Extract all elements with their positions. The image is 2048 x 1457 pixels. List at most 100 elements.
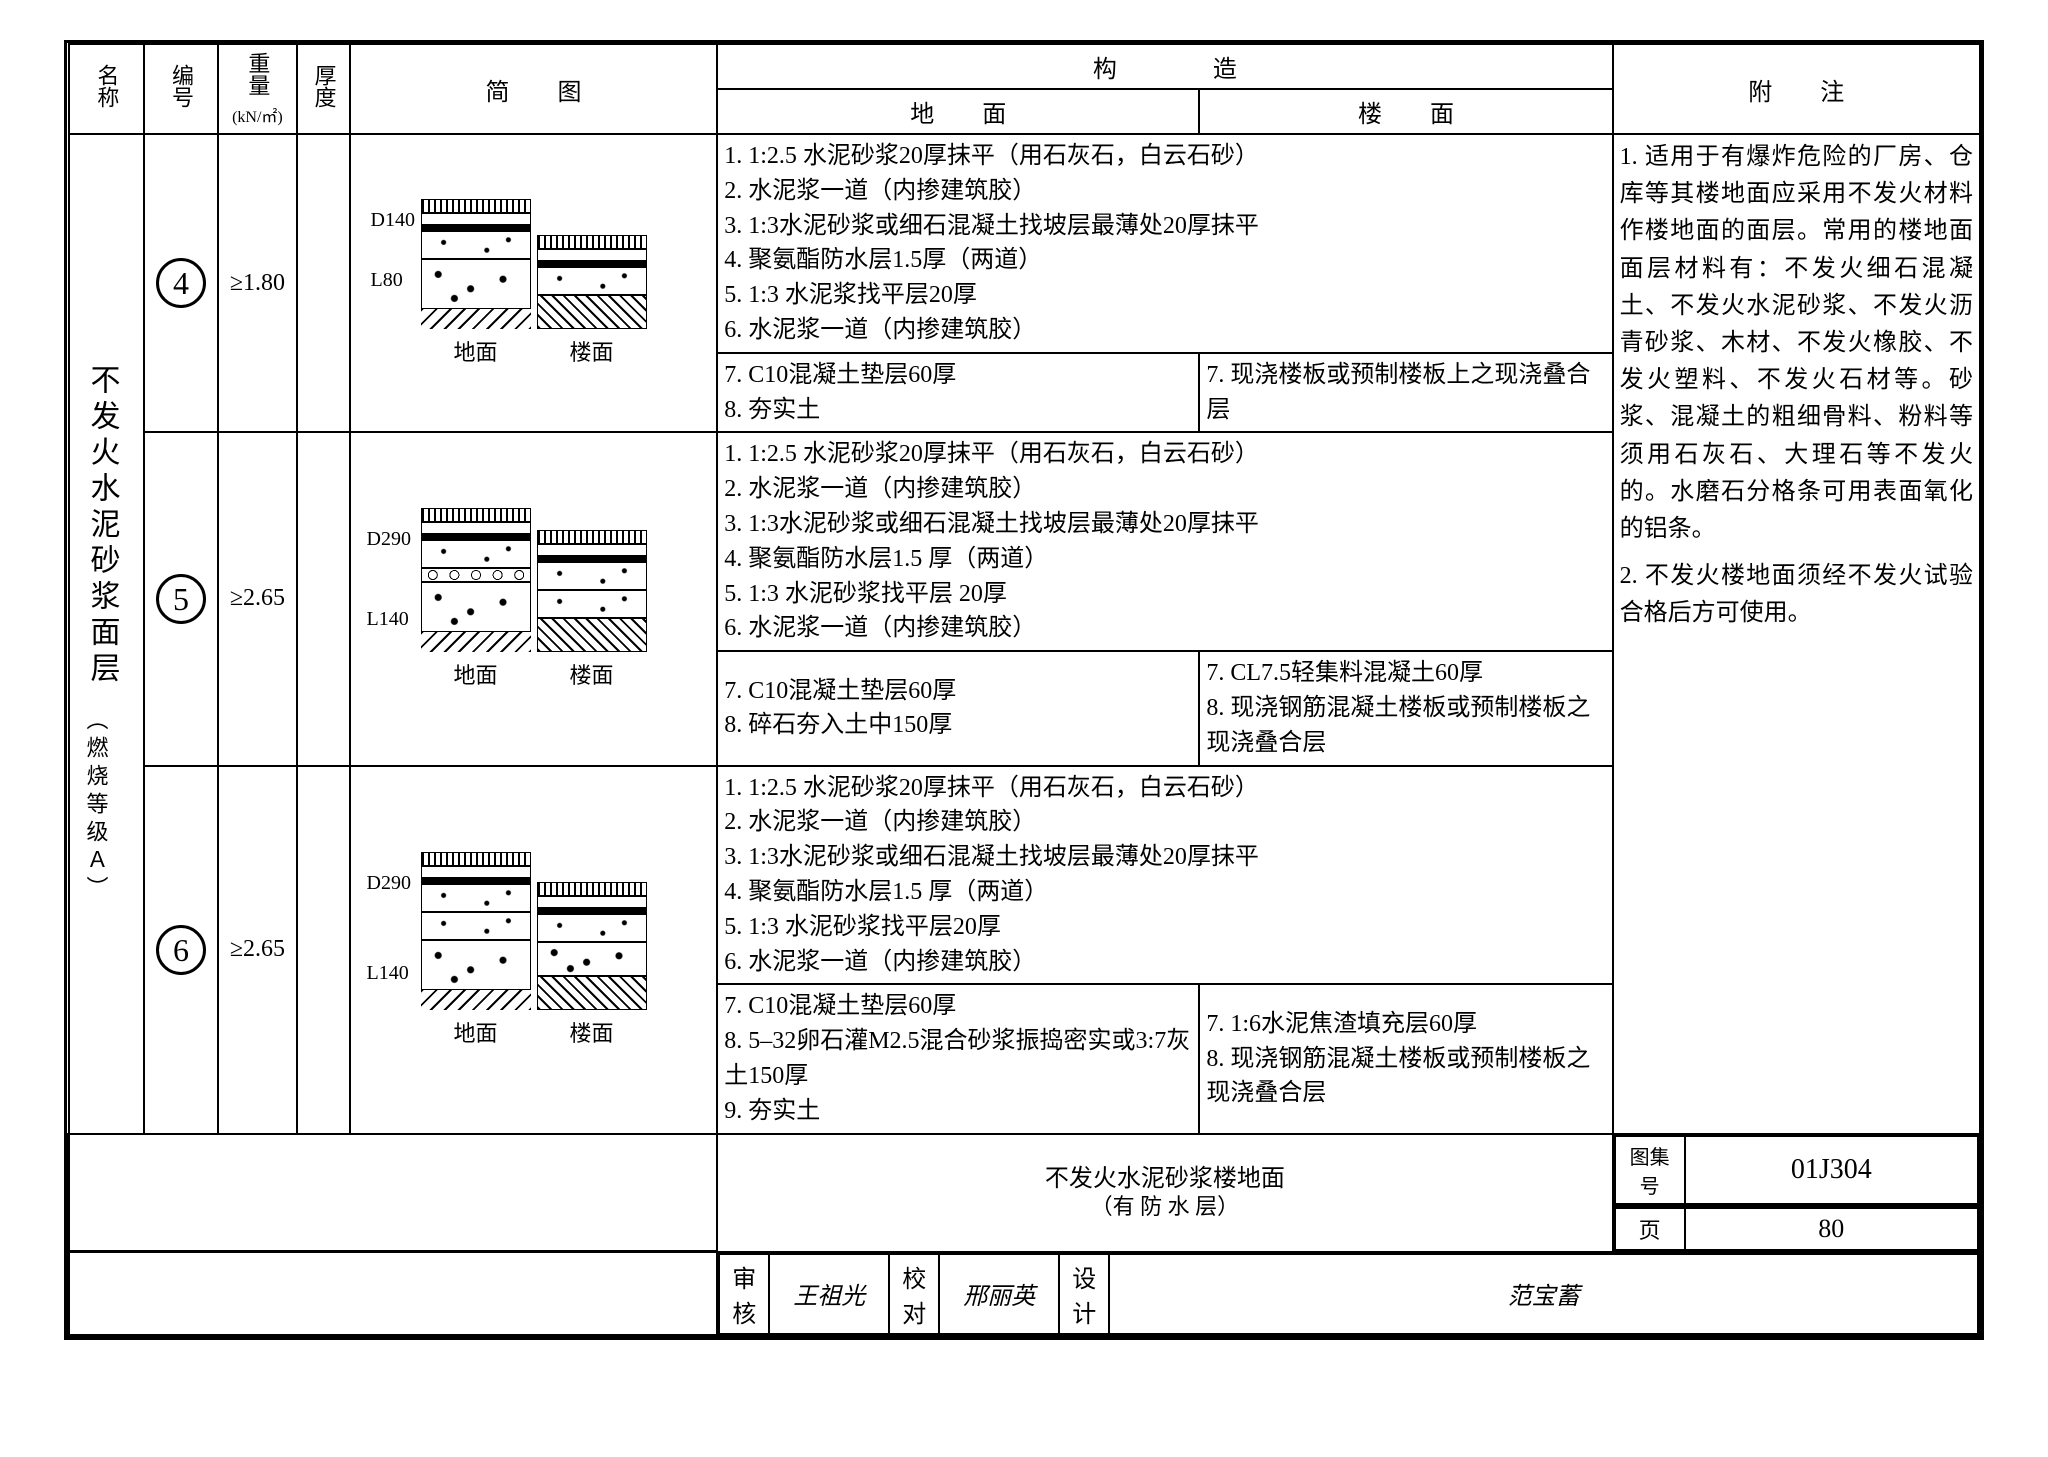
hdr-code: 编号: [165, 64, 197, 108]
tb-title: 不发火水泥砂浆楼地面: [724, 1165, 1605, 1194]
header-row-1: 名称 编号 重量 (kN/㎡) 厚度 简 图 构 造 附 注: [69, 44, 1981, 89]
row-4-common: 不发火水泥砂浆面层 （燃烧等级Ａ） 4 ≥1.80 D140 L80 地面: [69, 134, 1981, 353]
hdr-thick: 厚度: [307, 64, 339, 108]
drawing-sheet: 名称 编号 重量 (kN/㎡) 厚度 简 图 构 造 附 注 地 面 楼 面 不…: [64, 40, 1984, 1340]
row4-dimL: L80: [371, 269, 403, 292]
category-title: 不发火水泥砂浆面层: [76, 354, 128, 698]
list-item: 8. 夯实土: [724, 393, 1192, 428]
tb-verify-val: 邢丽英: [939, 1254, 1059, 1334]
list-item: 4. 聚氨酯防水层1.5 厚（两道）: [724, 875, 1605, 910]
row5-num: 5: [156, 574, 206, 624]
row6-ground: 7. C10混凝土垫层60厚 8. 5–32卵石灌M2.5混合砂浆振捣密实或3:…: [717, 984, 1199, 1133]
list-item: 6. 水泥浆一道（内掺建筑胶）: [724, 313, 1605, 348]
tb-page-no: 80: [1685, 1208, 1978, 1250]
list-item: 1. 1:2.5 水泥砂浆20厚抹平（用石灰石，白云石砂）: [724, 139, 1605, 174]
row6-diagram: D290 L140 地面 楼面: [350, 766, 717, 1134]
list-item: 2. 水泥浆一道（内掺建筑胶）: [724, 174, 1605, 209]
row5-ground: 7. C10混凝土垫层60厚 8. 碎石夯入土中150厚: [717, 651, 1199, 765]
tb-check-label: 审核: [719, 1254, 769, 1334]
row6-num: 6: [156, 925, 206, 975]
section-ground: 地面: [421, 508, 531, 690]
list-item: 1. 1:2.5 水泥砂浆20厚抹平（用石灰石，白云石砂）: [724, 437, 1605, 472]
tb-check-val: 王祖光: [769, 1254, 889, 1334]
category-sub: （燃烧等级Ａ）: [76, 698, 116, 914]
row5-dimL: L140: [367, 608, 409, 631]
list-item: 7. 现浇楼板或预制楼板上之现浇叠合层: [1206, 358, 1605, 428]
row4-dimD: D140: [371, 209, 415, 232]
hdr-weight-unit: (kN/㎡): [225, 103, 290, 127]
hdr-floor: 楼 面: [1199, 89, 1612, 134]
list-item: 1. 1:2.5 水泥砂浆20厚抹平（用石灰石，白云石砂）: [724, 771, 1605, 806]
section-ground: 地面: [421, 199, 531, 367]
tb-set-no: 01J304: [1685, 1136, 1978, 1204]
row6-weight: ≥2.65: [218, 766, 297, 1134]
list-item: 5. 1:3 水泥砂浆找平层20厚: [724, 910, 1605, 945]
main-table: 名称 编号 重量 (kN/㎡) 厚度 简 图 构 造 附 注 地 面 楼 面 不…: [67, 43, 1981, 1337]
hdr-notes: 附 注: [1613, 44, 1980, 134]
list-item: 7. C10混凝土垫层60厚: [724, 989, 1192, 1024]
row6-dimD: D290: [367, 872, 411, 895]
hdr-weight: 重量: [241, 52, 273, 96]
row6-lbl-g: 地面: [421, 1016, 531, 1048]
row4-weight: ≥1.80: [218, 134, 297, 432]
titleblock-title-cell: 不发火水泥砂浆楼地面 （有 防 水 层）: [717, 1134, 1612, 1252]
tb-design-val: 范宝蓄: [1109, 1254, 1978, 1334]
row4-ground: 7. C10混凝土垫层60厚 8. 夯实土: [717, 353, 1199, 433]
row5-lbl-f: 楼面: [537, 658, 647, 690]
tb-subtitle: （有 防 水 层）: [724, 1194, 1605, 1220]
list-item: 4. 聚氨酯防水层1.5厚（两道）: [724, 243, 1605, 278]
list-item: 7. C10混凝土垫层60厚: [724, 674, 1192, 709]
list-item: 2. 水泥浆一道（内掺建筑胶）: [724, 805, 1605, 840]
titleblock-sign: 审核 王祖光 校对 邢丽英 设计 范宝蓄: [69, 1252, 1981, 1336]
row5-floor: 7. CL7.5轻集料混凝土60厚 8. 现浇钢筋混凝土楼板或预制楼板之现浇叠合…: [1199, 651, 1612, 765]
row4-num: 4: [156, 258, 206, 308]
tb-set-label: 图集号: [1615, 1136, 1685, 1204]
row5-diagram: D290 L140 地面 楼面: [350, 432, 717, 765]
list-item: 2. 水泥浆一道（内掺建筑胶）: [724, 472, 1605, 507]
list-item: 6. 水泥浆一道（内掺建筑胶）: [724, 611, 1605, 646]
section-floor: 楼面: [537, 235, 647, 367]
list-item: 3. 1:3水泥砂浆或细石混凝土找坡层最薄处20厚抹平: [724, 840, 1605, 875]
notes-cell: 1. 适用于有爆炸危险的厂房、仓库等其楼地面应采用不发火材料作楼地面的面层。常用…: [1613, 134, 1980, 1134]
titleblock-row1: 不发火水泥砂浆楼地面 （有 防 水 层） 图集号 01J304: [69, 1134, 1981, 1206]
row6-dimL: L140: [367, 962, 409, 985]
list-item: 3. 1:3水泥砂浆或细石混凝土找坡层最薄处20厚抹平: [724, 209, 1605, 244]
row4-lbl-f: 楼面: [537, 335, 647, 367]
row5-dimD: D290: [367, 528, 411, 551]
hdr-diagram: 简 图: [350, 44, 717, 134]
list-item: 8. 现浇钢筋混凝土楼板或预制楼板之现浇叠合层: [1206, 1042, 1605, 1112]
note-item: 2. 不发火楼地面须经不发火试验合格后方可使用。: [1620, 558, 1973, 632]
section-ground: 地面: [421, 852, 531, 1048]
row4-lbl-g: 地面: [421, 335, 531, 367]
list-item: 7. 1:6水泥焦渣填充层60厚: [1206, 1007, 1605, 1042]
list-item: 8. 5–32卵石灌M2.5混合砂浆振捣密实或3:7灰土150厚: [724, 1024, 1192, 1094]
list-item: 7. C10混凝土垫层60厚: [724, 358, 1192, 393]
row5-lbl-g: 地面: [421, 658, 531, 690]
row5-weight: ≥2.65: [218, 432, 297, 765]
section-floor: 楼面: [537, 882, 647, 1048]
hdr-ground: 地 面: [717, 89, 1199, 134]
tb-page-label: 页: [1615, 1208, 1685, 1250]
section-floor: 楼面: [537, 530, 647, 690]
row5-common-list: 1. 1:2.5 水泥砂浆20厚抹平（用石灰石，白云石砂） 2. 水泥浆一道（内…: [717, 432, 1612, 651]
list-item: 6. 水泥浆一道（内掺建筑胶）: [724, 945, 1605, 980]
list-item: 5. 1:3 水泥浆找平层20厚: [724, 278, 1605, 313]
hdr-construct: 构 造: [717, 44, 1612, 89]
row4-common-list: 1. 1:2.5 水泥砂浆20厚抹平（用石灰石，白云石砂） 2. 水泥浆一道（内…: [717, 134, 1612, 353]
list-item: 7. CL7.5轻集料混凝土60厚: [1206, 656, 1605, 691]
note-item: 1. 适用于有爆炸危险的厂房、仓库等其楼地面应采用不发火材料作楼地面的面层。常用…: [1620, 139, 1973, 548]
list-item: 3. 1:3水泥砂浆或细石混凝土找坡层最薄处20厚抹平: [724, 507, 1605, 542]
list-item: 4. 聚氨酯防水层1.5 厚（两道）: [724, 542, 1605, 577]
hdr-name: 名称: [90, 64, 122, 108]
row6-floor: 7. 1:6水泥焦渣填充层60厚 8. 现浇钢筋混凝土楼板或预制楼板之现浇叠合层: [1199, 984, 1612, 1133]
list-item: 5. 1:3 水泥砂浆找平层 20厚: [724, 577, 1605, 612]
row6-lbl-f: 楼面: [537, 1016, 647, 1048]
row6-common-list: 1. 1:2.5 水泥砂浆20厚抹平（用石灰石，白云石砂） 2. 水泥浆一道（内…: [717, 766, 1612, 985]
tb-verify-label: 校对: [889, 1254, 939, 1334]
list-item: 9. 夯实土: [724, 1094, 1192, 1129]
row4-floor: 7. 现浇楼板或预制楼板上之现浇叠合层: [1199, 353, 1612, 433]
row4-diagram: D140 L80 地面 楼面: [350, 134, 717, 432]
list-item: 8. 现浇钢筋混凝土楼板或预制楼板之现浇叠合层: [1206, 691, 1605, 761]
list-item: 8. 碎石夯入土中150厚: [724, 708, 1192, 743]
tb-design-label: 设计: [1059, 1254, 1109, 1334]
